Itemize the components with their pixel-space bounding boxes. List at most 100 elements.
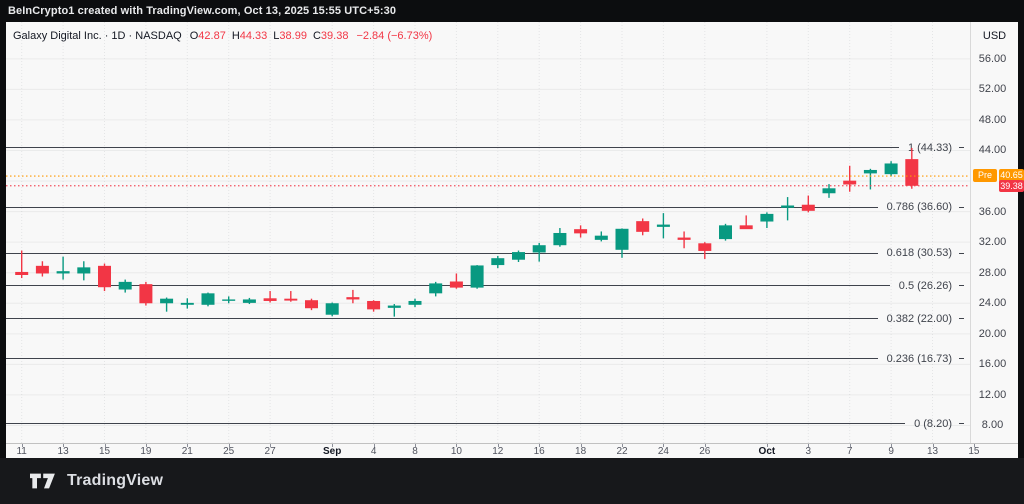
candlestick-canvas — [6, 22, 970, 443]
ohlc-O: O42.87 — [189, 30, 226, 42]
time-label-26: 26 — [699, 446, 711, 457]
time-label-10: 10 — [450, 446, 462, 457]
time-tick — [973, 444, 975, 447]
chart-legend: Galaxy Digital Inc. · 1D · NASDAQ O42.87 H… — [13, 30, 432, 42]
time-label-19: 19 — [140, 446, 152, 457]
fib-axis-tick — [959, 252, 964, 254]
fib-label: 0.5 (26.26) — [898, 279, 952, 292]
price-tick-12.00: 12.00 — [978, 388, 1007, 401]
fib-axis-tick — [959, 285, 964, 287]
pre-market-price-badge: 40.65 — [999, 169, 1024, 182]
time-tick — [808, 444, 810, 447]
price-tick-52.00: 52.00 — [978, 83, 1007, 96]
time-label-22: 22 — [616, 446, 628, 457]
time-label-7: 7 — [846, 446, 853, 457]
price-chart[interactable]: 1 (44.33) 0.786 (36.60) 0.618 (30.53) 0.5 (… — [6, 22, 970, 443]
fib-axis-tick — [959, 147, 964, 149]
time-label-21: 21 — [181, 446, 193, 457]
price-tick-16.00: 16.00 — [978, 358, 1007, 371]
time-tick — [373, 444, 375, 447]
time-label-4: 4 — [370, 446, 377, 457]
time-label-Oct: Oct — [758, 446, 776, 457]
price-tick-8.00: 8.00 — [981, 419, 1004, 432]
time-tick — [891, 444, 893, 447]
time-label-18: 18 — [575, 446, 587, 457]
time-axis[interactable]: 11 13 15 19 21 25 27 Sep 4 8 10 12 16 18 22 24 26 Oct 3 7 9 1… — [6, 443, 1018, 458]
time-label-13: 13 — [926, 446, 939, 457]
price-tick-56.00: 56.00 — [978, 52, 1007, 65]
fib-axis-tick — [959, 318, 964, 320]
time-tick — [63, 444, 65, 447]
fib-label: 0.618 (30.53) — [886, 247, 952, 260]
time-label-9: 9 — [888, 446, 894, 457]
time-label-16: 16 — [533, 446, 545, 457]
time-tick — [21, 444, 23, 447]
fib-level-0.236: 0.236 (16.73) — [6, 352, 964, 366]
time-label-12: 12 — [492, 446, 504, 457]
time-label-13: 13 — [57, 446, 69, 457]
time-label-24: 24 — [657, 446, 669, 457]
time-tick — [704, 444, 706, 447]
fib-line — [6, 252, 878, 254]
time-tick — [332, 444, 334, 447]
attribution-text: BeInCrypto1 created with TradingView.com… — [8, 5, 397, 17]
fib-level-0: 0 (8.20) — [6, 417, 964, 431]
time-tick — [415, 444, 416, 447]
time-label-27: 27 — [264, 446, 276, 457]
fib-level-0.618: 0.618 (30.53) — [6, 246, 964, 260]
time-tick — [849, 444, 851, 447]
brand-name: TradingView — [67, 472, 164, 489]
ohlc-H: H44.33 — [231, 30, 268, 42]
price-tick-36.00: 36.00 — [978, 205, 1007, 218]
time-tick — [104, 444, 106, 447]
fib-line — [6, 358, 878, 360]
time-tick — [145, 444, 147, 447]
fib-axis-tick — [959, 206, 964, 208]
time-label-15: 15 — [968, 446, 980, 457]
price-tick-44.00: 44.00 — [978, 144, 1007, 157]
fib-level-0.382: 0.382 (22.00) — [6, 312, 964, 326]
fib-axis-tick — [959, 358, 964, 360]
fib-label: 0 (8.20) — [914, 417, 952, 430]
last-price-badge: 39.38 — [999, 180, 1024, 192]
fib-level-0.786: 0.786 (36.60) — [6, 200, 964, 214]
time-label-Sep: Sep — [323, 446, 342, 457]
time-tick — [932, 444, 934, 447]
fib-axis-tick — [959, 423, 964, 425]
tradingview-logo-icon — [30, 473, 55, 488]
time-tick — [539, 444, 541, 447]
price-tick-48.00: 48.00 — [978, 113, 1007, 126]
ohlc-L: L38.99 — [273, 30, 307, 42]
fib-level-1: 1 (44.33) — [6, 141, 964, 155]
fib-retracement-overlay: 1 (44.33) 0.786 (36.60) 0.618 (30.53) 0.5 (… — [6, 22, 970, 443]
fib-label: 0.382 (22.00) — [886, 312, 952, 325]
time-tick — [622, 444, 623, 447]
fib-line — [6, 423, 906, 425]
fib-label: 0.236 (16.73) — [886, 352, 952, 365]
time-tick — [580, 444, 582, 447]
footer-bar: TradingView — [0, 458, 1024, 504]
price-axis[interactable]: USD 56.00 52.00 48.00 44.00 36.00 32.00 28.00 2… — [970, 22, 1024, 443]
time-label-8: 8 — [412, 446, 418, 457]
chart-region: 1 (44.33) 0.786 (36.60) 0.618 (30.53) 0.5 (… — [6, 22, 1024, 458]
symbol-title: Galaxy Digital Inc. · 1D · NASDAQ — [13, 30, 182, 42]
fib-level-0.5: 0.5 (26.26) — [6, 279, 964, 293]
time-tick — [270, 444, 272, 447]
price-tick-24.00: 24.00 — [978, 297, 1007, 310]
time-tick — [187, 444, 189, 447]
currency-label: USD — [982, 30, 1007, 42]
time-label-15: 15 — [98, 446, 111, 457]
fib-line — [6, 285, 890, 287]
time-tick — [766, 444, 768, 447]
attribution-bar: BeInCrypto1 created with TradingView.com… — [0, 0, 1024, 22]
ohlc-C: C39.38 — [312, 30, 349, 42]
time-tick — [497, 444, 499, 447]
fib-label: 1 (44.33) — [907, 141, 952, 154]
time-label-25: 25 — [223, 446, 235, 457]
time-tick — [228, 444, 230, 447]
fib-line — [6, 318, 878, 320]
price-tick-28.00: 28.00 — [978, 266, 1007, 279]
fib-label: 0.786 (36.60) — [886, 201, 952, 213]
time-tick — [456, 444, 458, 447]
